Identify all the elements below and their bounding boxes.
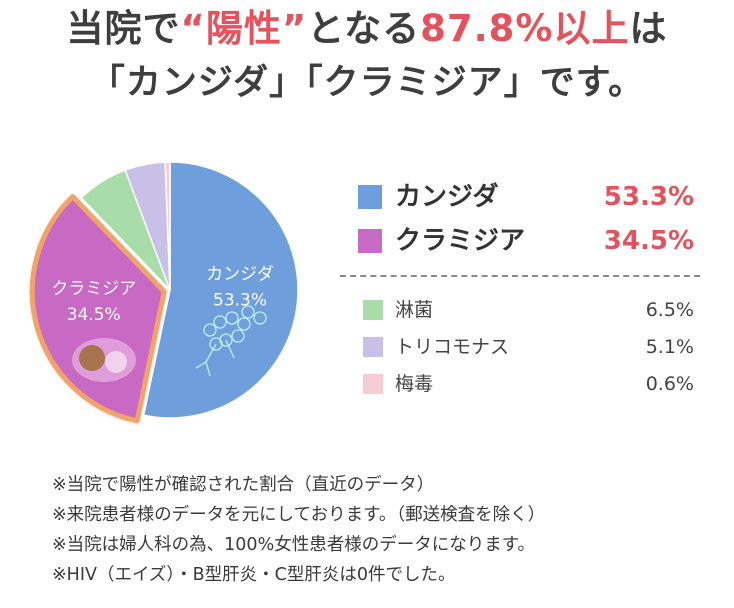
legend-label-gonorrhea: 淋菌	[395, 299, 434, 321]
legend-minor: 淋菌 6.5% トリコモナス 5.1% 梅毒 0.6%	[355, 292, 700, 403]
legend-major: カンジダ 53.3% クラミジア 34.5%	[355, 176, 700, 264]
legend-swatch-candida	[358, 185, 382, 209]
legend-label-chlamydia: クラミジア	[395, 226, 526, 256]
footnote: ※当院は婦人科の為、100%女性患者様のデータになります。	[52, 535, 535, 555]
footnote: ※HIV（エイズ）・B型肝炎・C型肝炎は0件でした。	[52, 565, 456, 585]
headline-percent: 87.8%以上	[420, 7, 630, 50]
legend-item-candida: カンジダ 53.3%	[355, 176, 700, 220]
slice-value-candida: 53.3%	[213, 290, 267, 310]
headline-positive: “陽性”	[180, 7, 308, 50]
slice-label-chlamydia: クラミジア	[51, 279, 136, 299]
footnotes: ※当院で陽性が確認された割合（直近のデータ） ※来院患者様のデータを元にしており…	[52, 470, 545, 590]
slice-label-candida: カンジダ	[206, 264, 274, 284]
pie-chart: カンジダ 53.3% クラミジア 34.5%	[29, 161, 299, 424]
legend-value-syphilis: 0.6%	[645, 373, 694, 395]
legend-swatch-gonorrhea	[363, 300, 383, 320]
legend-item-trichomonas: トリコモナス 5.1%	[355, 329, 700, 366]
slice-candida	[142, 161, 299, 419]
legend-item-syphilis: 梅毒 0.6%	[355, 366, 700, 403]
legend-label-syphilis: 梅毒	[395, 373, 434, 395]
legend-swatch-chlamydia	[358, 229, 382, 253]
legend-item-gonorrhea: 淋菌 6.5%	[355, 292, 700, 329]
slice-syphilis	[164, 161, 171, 291]
headline-line-2: 「カンジダ」「クラミジア」です。	[89, 63, 645, 103]
legend-value-chlamydia: 34.5%	[603, 226, 694, 256]
legend-swatch-syphilis	[363, 374, 383, 394]
legend-divider	[340, 275, 700, 277]
legend-label-trichomonas: トリコモナス	[395, 336, 510, 358]
headline-text-a: 当院で	[66, 7, 181, 50]
legend-label-candida: カンジダ	[395, 182, 499, 212]
slice-value-chlamydia: 34.5%	[67, 305, 121, 325]
pathogen-illustrations	[72, 305, 267, 382]
headline-text-e: は	[629, 7, 668, 50]
legend-swatch-trichomonas	[363, 337, 383, 357]
footnote: ※当院で陽性が確認された割合（直近のデータ）	[52, 475, 435, 495]
legend-value-gonorrhea: 6.5%	[645, 299, 694, 321]
legend-value-candida: 53.3%	[603, 182, 694, 212]
legend-value-trichomonas: 5.1%	[645, 336, 694, 358]
headline-text-c: となる	[307, 7, 421, 50]
footnote: ※来院患者様のデータを元にしております。（郵送検査を除く）	[52, 505, 546, 525]
legend-item-chlamydia: クラミジア 34.5%	[355, 220, 700, 264]
headline-line-1: 当院で“陽性”となる87.8%以上は	[0, 4, 734, 54]
